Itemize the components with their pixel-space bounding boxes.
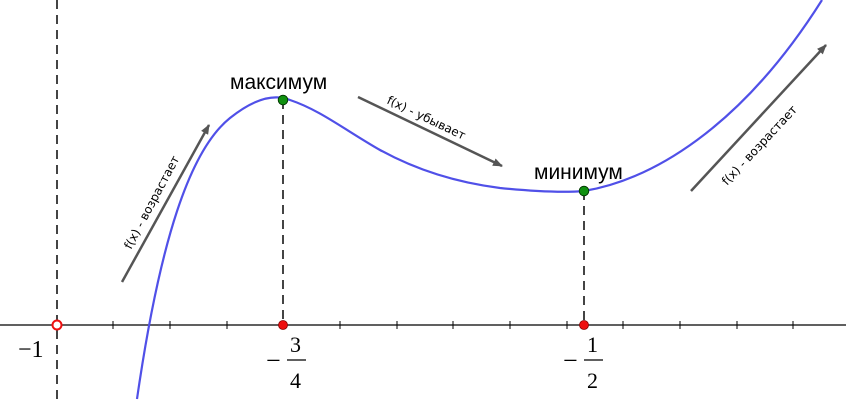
increasing-arrow-right <box>690 44 827 192</box>
svg-text:1: 1 <box>587 332 598 357</box>
minimum-label: минимум <box>534 161 623 184</box>
tick-label-minus-half: − 1 2 <box>563 332 603 393</box>
decreasing-arrow <box>357 95 503 168</box>
svg-text:−: − <box>563 346 578 375</box>
svg-text:2: 2 <box>587 368 598 393</box>
decreasing-label: f(x) - убывает <box>385 93 468 143</box>
maximum-point <box>277 94 289 106</box>
svg-text:3: 3 <box>290 332 301 357</box>
tick-label-minus-one: −1 <box>18 337 44 363</box>
max-axis-point <box>278 320 288 330</box>
increasing-label-left: f(x) - возрастает <box>121 153 182 251</box>
maximum-label: максимум <box>230 71 327 94</box>
increasing-arrow-left <box>120 124 211 283</box>
function-curve <box>135 0 823 400</box>
asymptote-hole-point <box>51 319 63 331</box>
tick-label-minus-three-quarters: − 3 4 <box>266 332 306 393</box>
min-axis-point <box>579 320 589 330</box>
minimum-point <box>578 185 590 197</box>
svg-text:−: − <box>266 346 281 375</box>
svg-text:4: 4 <box>290 368 301 393</box>
